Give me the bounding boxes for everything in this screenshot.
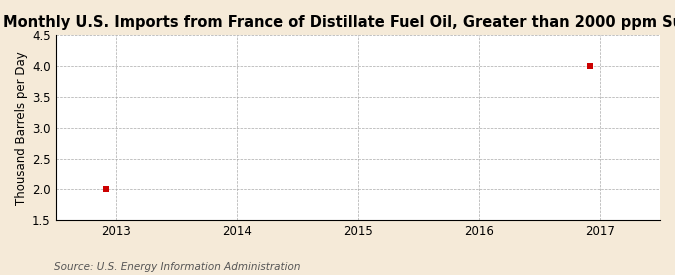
Y-axis label: Thousand Barrels per Day: Thousand Barrels per Day (15, 51, 28, 205)
Title: Monthly U.S. Imports from France of Distillate Fuel Oil, Greater than 2000 ppm S: Monthly U.S. Imports from France of Dist… (3, 15, 675, 30)
Text: Source: U.S. Energy Information Administration: Source: U.S. Energy Information Administ… (54, 262, 300, 271)
